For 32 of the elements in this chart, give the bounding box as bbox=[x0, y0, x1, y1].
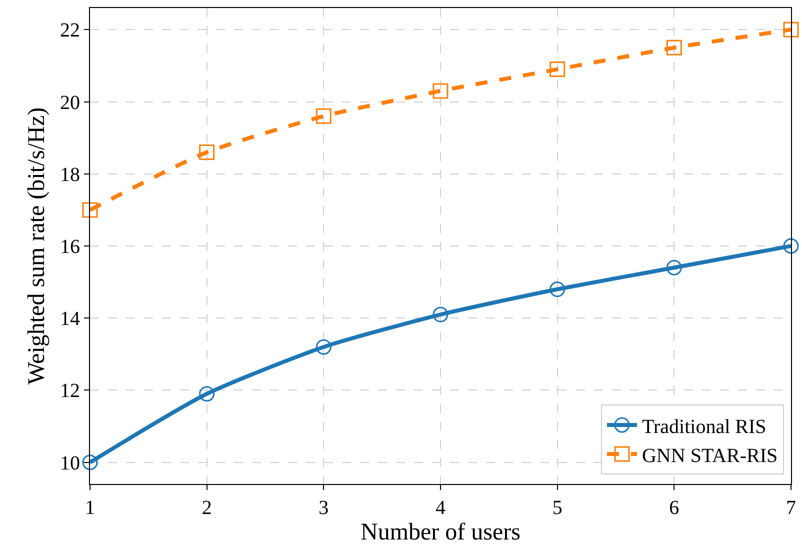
y-tick-label: 10 bbox=[60, 452, 80, 474]
legend-label: Traditional RIS bbox=[642, 416, 766, 438]
point bbox=[783, 238, 799, 254]
point bbox=[432, 83, 448, 99]
point bbox=[316, 339, 332, 355]
x-tick-label: 7 bbox=[786, 497, 796, 519]
point bbox=[783, 22, 799, 38]
point bbox=[82, 202, 98, 218]
x-tick-label: 6 bbox=[669, 497, 680, 519]
y-tick-label: 16 bbox=[60, 236, 80, 258]
x-tick-label: 4 bbox=[436, 497, 446, 519]
y-axis-title: Weighted sum rate (bit/s/Hz) bbox=[24, 107, 50, 385]
legend-label: GNN STAR-RIS bbox=[642, 444, 778, 467]
x-tick-label: 1 bbox=[85, 497, 95, 519]
x-tick-label: 3 bbox=[318, 497, 329, 519]
point bbox=[199, 144, 215, 160]
y-tick-label: 22 bbox=[60, 20, 80, 42]
point bbox=[82, 454, 98, 470]
point bbox=[432, 306, 448, 322]
point bbox=[199, 386, 215, 402]
x-tick-label: 2 bbox=[202, 497, 212, 519]
x-tick-label: 5 bbox=[552, 497, 562, 519]
y-tick-label: 18 bbox=[60, 164, 80, 186]
point bbox=[550, 62, 566, 78]
point bbox=[550, 282, 566, 298]
x-axis-title: Number of users bbox=[360, 519, 520, 546]
point bbox=[666, 260, 682, 276]
point bbox=[666, 40, 682, 56]
point bbox=[316, 108, 332, 124]
y-tick-label: 20 bbox=[60, 92, 80, 114]
y-tick-label: 14 bbox=[60, 308, 80, 330]
y-tick-label: 12 bbox=[60, 380, 80, 402]
